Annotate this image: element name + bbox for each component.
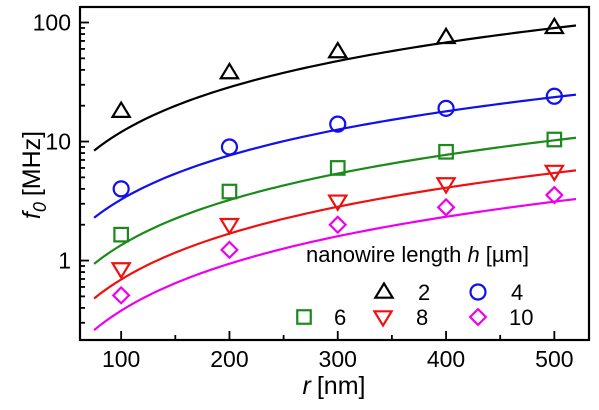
fit-curve-2	[93, 24, 577, 152]
data-point-2	[218, 61, 241, 80]
data-point-6	[438, 143, 454, 160]
legend-marker-6	[296, 309, 312, 325]
data-point-4	[329, 115, 347, 133]
x-tick-label: 400	[427, 346, 465, 372]
y-axis-subscript: 0	[30, 202, 50, 212]
data-point-6	[113, 226, 130, 243]
data-point-6	[329, 160, 346, 176]
x-axis-title: r [nm]	[303, 372, 366, 400]
data-point-6	[221, 183, 238, 200]
legend: 2 4 6 8 10	[296, 280, 533, 330]
data-point-10	[220, 240, 239, 260]
y-axis-title: f0 [MHz]	[18, 131, 50, 219]
data-point-2	[110, 100, 132, 118]
x-tick-label: 300	[319, 346, 357, 372]
y-tick-label: 10	[45, 129, 71, 155]
fit-curve-10	[93, 197, 577, 331]
y-tick-label: 1	[58, 248, 71, 274]
data-point-8	[435, 177, 457, 195]
legend-label-10: 10	[509, 305, 533, 330]
x-axis-unit: [nm]	[317, 372, 366, 400]
legend-label-2: 2	[418, 280, 430, 305]
legend-title: nanowire length h [µm]	[306, 242, 529, 267]
data-point-4	[437, 99, 455, 117]
x-tick-label: 500	[535, 346, 573, 372]
data-point-10	[328, 215, 348, 235]
data-markers	[110, 16, 565, 305]
legend-marker-10	[468, 307, 488, 327]
fit-curves	[93, 24, 577, 331]
x-tick-label: 100	[102, 346, 140, 372]
fit-curve-8	[93, 169, 577, 300]
legend-title-prefix: nanowire length	[306, 242, 467, 267]
plot-frame	[78, 5, 591, 342]
data-point-10	[544, 185, 564, 205]
data-point-10	[436, 197, 456, 217]
data-point-2	[327, 40, 349, 59]
y-tick-label: 100	[33, 10, 71, 36]
legend-marker-2	[373, 281, 395, 299]
x-tick-label: 200	[210, 346, 248, 372]
data-point-8	[327, 194, 349, 212]
data-point-8	[110, 262, 132, 280]
y-axis-variable: f	[18, 209, 46, 219]
x-axis-variable: r	[303, 372, 313, 400]
legend-marker-8	[372, 310, 394, 328]
data-point-4	[545, 87, 563, 105]
data-point-8	[543, 164, 565, 183]
y-axis-unit: [MHz]	[18, 131, 46, 196]
legend-marker-4	[469, 283, 487, 301]
data-point-8	[218, 217, 241, 236]
x-axis: 100 200 300 400 500	[102, 331, 574, 372]
data-point-10	[111, 285, 131, 305]
data-point-6	[546, 131, 563, 148]
legend-title-variable: h	[467, 242, 479, 267]
legend-label-8: 8	[416, 305, 428, 330]
legend-label-6: 6	[334, 305, 346, 330]
legend-title-unit: [µm]	[486, 242, 529, 267]
data-point-4	[112, 180, 130, 198]
legend-label-4: 4	[511, 280, 523, 305]
data-point-2	[543, 16, 565, 35]
data-point-2	[435, 26, 457, 45]
data-point-4	[220, 138, 239, 156]
fit-curve-4	[93, 93, 577, 219]
y-axis: 1 10 100	[33, 10, 89, 324]
